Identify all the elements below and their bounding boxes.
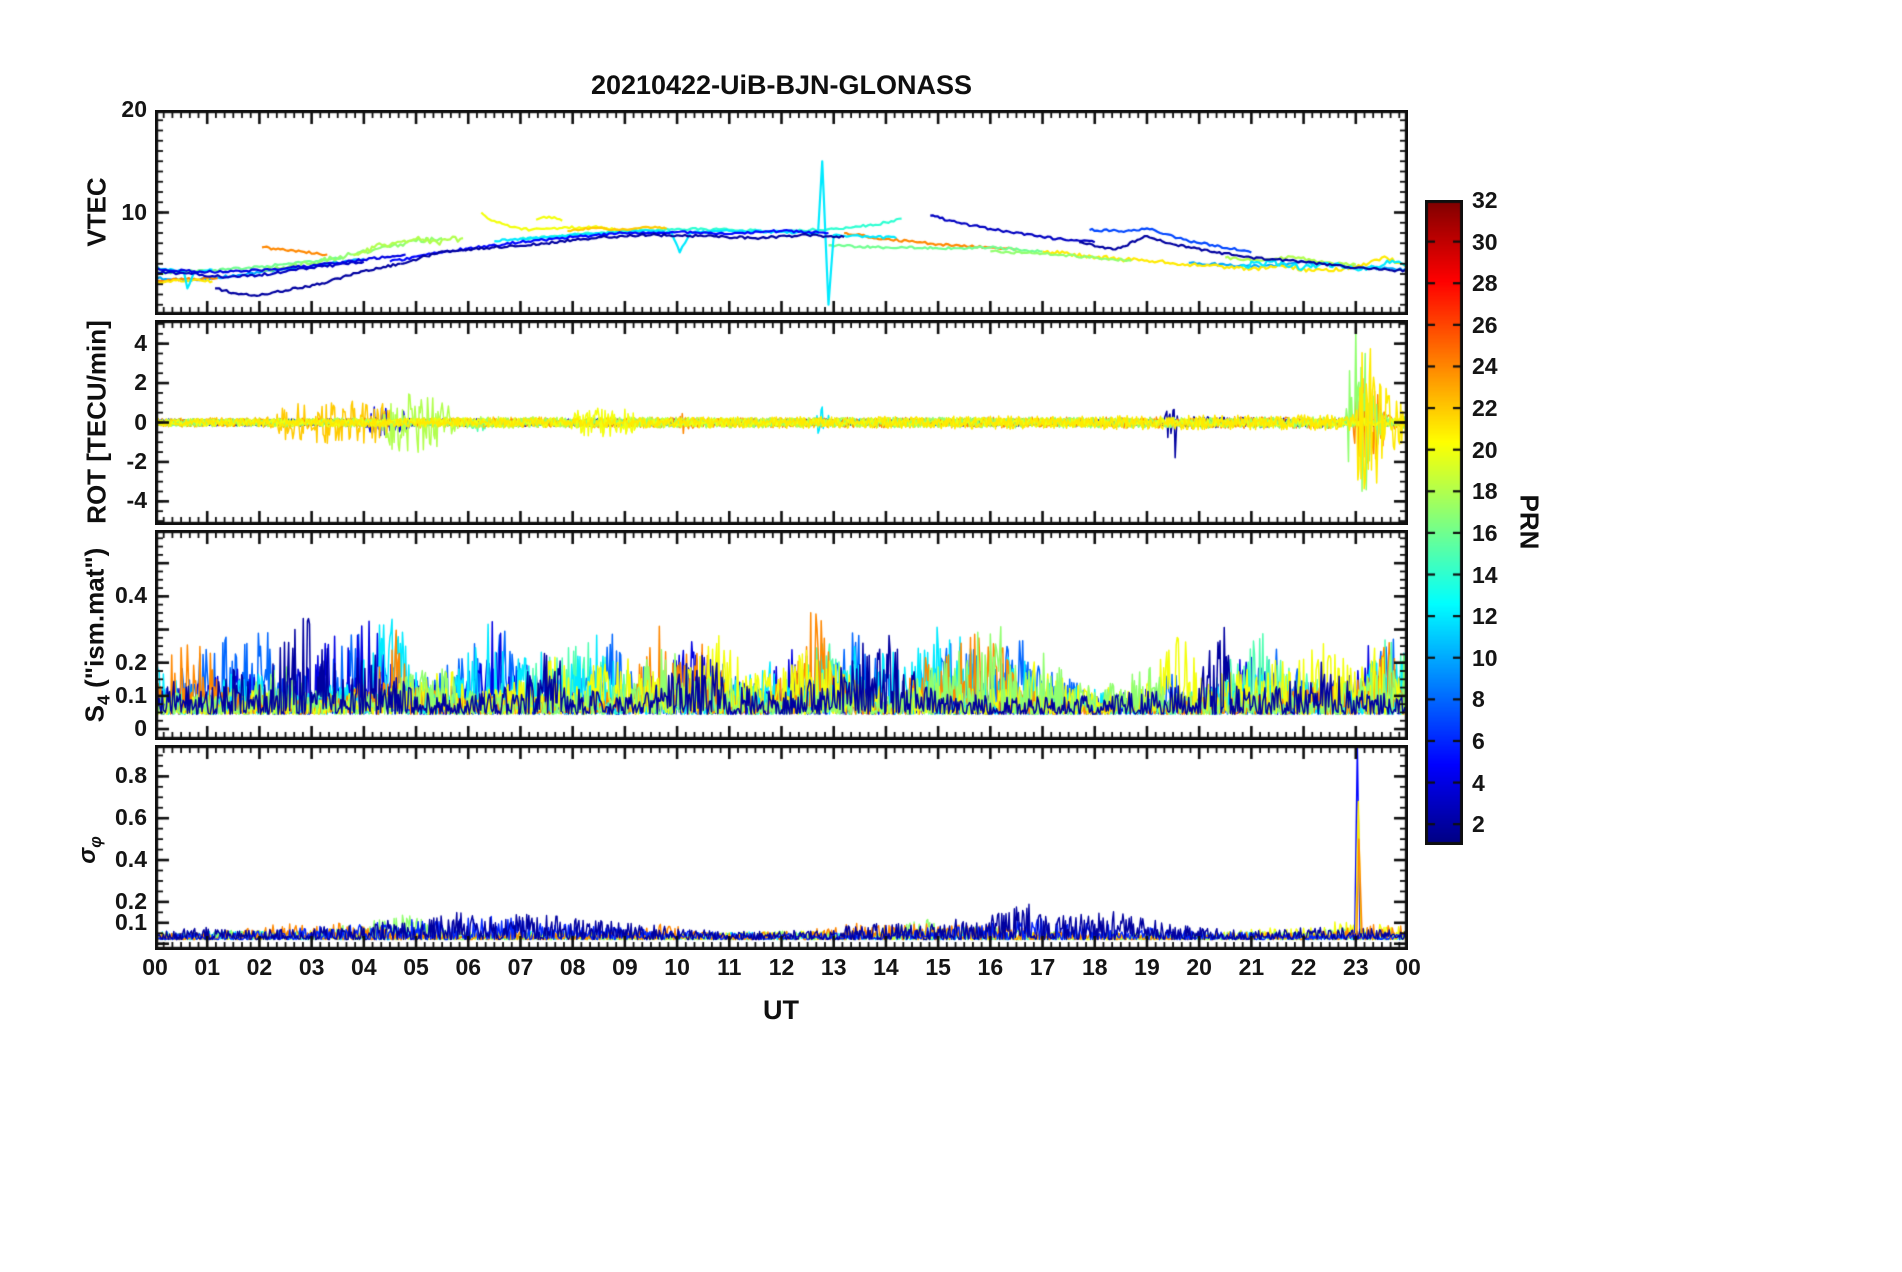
x-tick-label: 22 — [1290, 954, 1317, 980]
colorbar-tick-label: 6 — [1472, 727, 1485, 754]
vtec-plot-canvas — [155, 110, 1408, 315]
y-tick-label: 0.8 — [115, 762, 147, 789]
x-tick-label: 14 — [873, 954, 899, 980]
x-tick-label: 20 — [1186, 954, 1212, 980]
x-tick-label: 00 — [1395, 954, 1421, 980]
y-tick-label: 0.6 — [115, 804, 147, 831]
chart-title: 20210422-UiB-BJN-GLONASS — [590, 70, 973, 100]
x-tick-label: 04 — [351, 954, 377, 980]
x-tick-label: 07 — [507, 954, 534, 980]
x-tick-label: 03 — [298, 954, 325, 980]
x-tick-label: 23 — [1342, 954, 1369, 980]
x-tick-label: 01 — [194, 954, 220, 980]
x-tick-label: 18 — [1081, 954, 1108, 980]
colorbar-tick-label: 18 — [1472, 478, 1498, 505]
x-tick-label: 06 — [455, 954, 482, 980]
colorbar-tick-label: 4 — [1472, 769, 1485, 796]
colorbar-tick-label: 2 — [1472, 811, 1485, 838]
colorbar-label-text: PRN — [1514, 494, 1545, 550]
x-tick-label: 13 — [820, 954, 847, 980]
y-tick-label: 0.1 — [115, 908, 147, 935]
colorbar-label: PRN — [1514, 495, 1545, 550]
colorbar-tick-label: 24 — [1472, 353, 1498, 380]
colorbar-tick-label: 32 — [1472, 187, 1498, 213]
colorbar-canvas — [1425, 200, 1463, 845]
x-tick-label: 00 — [142, 954, 168, 980]
colorbar-tick-label: 12 — [1472, 603, 1498, 630]
s4-plot-canvas — [155, 530, 1408, 740]
colorbar-tick-label: 10 — [1472, 644, 1498, 671]
colorbar-tick-label: 22 — [1472, 395, 1498, 422]
x-tick-label: 16 — [977, 954, 1004, 980]
colorbar-tick-label: 28 — [1472, 270, 1498, 297]
x-axis-label: UT — [763, 995, 799, 1025]
colorbar-tick-label: 14 — [1472, 561, 1498, 588]
x-tick-label: 17 — [1029, 954, 1056, 980]
y-tick-label: 0.2 — [115, 648, 147, 675]
colorbar-tick-label: 16 — [1472, 519, 1498, 546]
y-tick-label: 4 — [134, 329, 147, 356]
x-tick-label: 02 — [246, 954, 273, 980]
colorbar-tick-label: 26 — [1472, 311, 1498, 338]
rot-plot-canvas — [155, 320, 1408, 525]
y-tick-label: 20 — [121, 96, 147, 122]
x-tick-label: 11 — [717, 954, 742, 980]
colorbar-tick-label: 8 — [1472, 686, 1485, 713]
y-tick-label: 0 — [134, 715, 147, 742]
colorbar-tick-label: 20 — [1472, 436, 1498, 463]
x-tick-label: 12 — [768, 954, 795, 980]
y-tick-label: 10 — [121, 198, 147, 225]
y-tick-label: 0 — [134, 408, 147, 435]
y-tick-label: 0.2 — [115, 887, 147, 914]
x-tick-label: 05 — [403, 954, 429, 980]
y-tick-label: 0.1 — [115, 681, 147, 708]
sigma-phi-plot-canvas — [155, 745, 1408, 950]
y-tick-label: 0.4 — [115, 582, 147, 609]
colorbar-tick-label: 30 — [1472, 228, 1498, 255]
y-tick-label: -2 — [126, 447, 147, 474]
x-tick-label: 21 — [1238, 954, 1265, 980]
x-tick-label: 15 — [925, 954, 951, 980]
x-tick-label: 10 — [664, 954, 690, 980]
x-tick-label: 09 — [612, 954, 638, 980]
y-tick-label: 2 — [134, 369, 147, 396]
x-tick-label: 08 — [559, 954, 586, 980]
y-tick-label: -4 — [126, 487, 147, 514]
y-tick-label: 0.4 — [115, 846, 147, 873]
x-tick-label: 19 — [1134, 954, 1160, 980]
